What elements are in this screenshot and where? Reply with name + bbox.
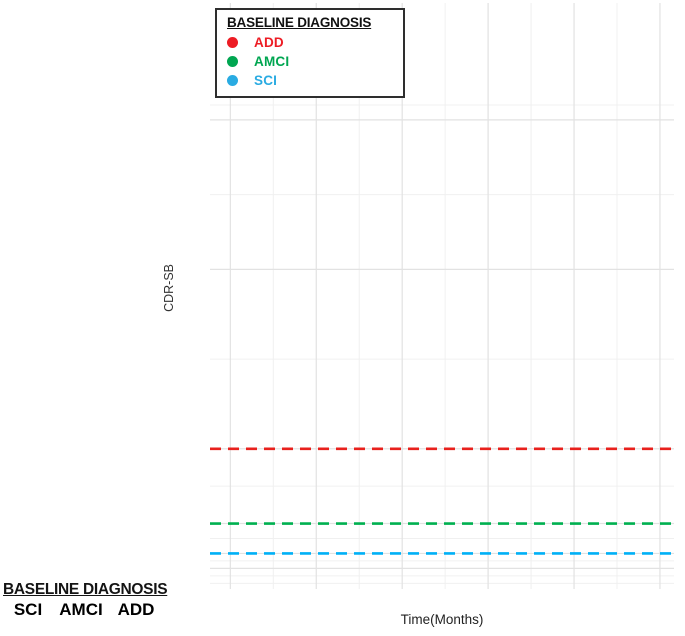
scatter-panel-background xyxy=(210,3,674,589)
threshold-lines xyxy=(210,447,674,555)
legend-item-add: ADD xyxy=(227,33,395,52)
category-label-amci: AMCI xyxy=(59,600,103,619)
legend-dot-amci xyxy=(227,56,238,67)
x-axis-title: Time(Months) xyxy=(400,612,484,627)
y-axis-title: CDR-SB xyxy=(162,264,176,312)
legend-dot-sci xyxy=(227,75,238,86)
legend-label-sci: SCI xyxy=(254,73,278,88)
legend-items: ADD AMCI SCI xyxy=(227,33,395,90)
category-label-sci: SCI xyxy=(13,600,43,619)
category-label-add: ADD xyxy=(117,600,155,619)
boxplot-category-labels: SCI AMCI ADD xyxy=(0,600,205,622)
legend-title: BASELINE DIAGNOSIS xyxy=(227,15,372,30)
legend-label-amci: AMCI xyxy=(254,54,290,69)
legend-dot-add xyxy=(227,37,238,48)
legend-item-sci: SCI xyxy=(227,71,395,90)
boxplot-footer-title: BASELINE DIAGNOSIS xyxy=(3,581,168,598)
scatter-grid xyxy=(210,3,674,589)
legend-label-add: ADD xyxy=(254,35,284,50)
legend: BASELINE DIAGNOSIS ADD AMCI SCI xyxy=(215,8,405,98)
legend-item-amci: AMCI xyxy=(227,52,395,71)
